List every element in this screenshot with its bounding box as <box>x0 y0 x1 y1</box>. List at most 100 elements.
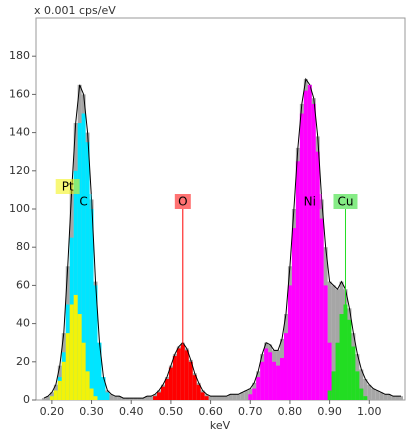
total-bin <box>141 398 146 400</box>
element-bin <box>256 377 261 400</box>
element-bin <box>295 161 300 400</box>
element-bin <box>188 361 193 400</box>
y-tick-label: 40 <box>16 317 30 330</box>
element-bin <box>73 294 78 400</box>
total-bin <box>399 396 404 400</box>
element-bin <box>85 142 90 400</box>
element-bin <box>93 285 98 400</box>
y-tick-label: 120 <box>9 164 30 177</box>
element-bin <box>299 113 304 400</box>
total-bin <box>41 398 46 400</box>
element-bin <box>89 209 94 400</box>
total-bin <box>236 394 241 400</box>
total-bin <box>113 396 118 400</box>
element-bin <box>248 394 253 400</box>
total-bin <box>129 398 134 400</box>
total-bin <box>220 396 225 400</box>
total-bin <box>387 394 392 400</box>
total-bin <box>149 396 154 400</box>
y-tick-label: 140 <box>9 126 30 139</box>
total-bin <box>212 396 217 400</box>
element-bin <box>327 390 332 400</box>
element-bin <box>180 344 185 400</box>
x-tick-label: 0.90 <box>317 405 342 418</box>
element-bin <box>276 365 281 400</box>
element-tag-bg <box>174 194 191 209</box>
element-bin <box>331 371 336 400</box>
element-bin <box>264 348 269 400</box>
element-bin <box>105 392 110 400</box>
element-bin <box>65 333 70 400</box>
element-bin <box>184 350 189 400</box>
x-tick-label: 0.50 <box>159 405 184 418</box>
element-bin <box>57 380 62 400</box>
element-bin <box>200 392 205 400</box>
element-bin <box>164 378 169 400</box>
element-bin <box>69 304 74 400</box>
element-bin <box>363 396 368 400</box>
element-bin <box>323 285 328 400</box>
element-bin <box>196 384 201 400</box>
element-bin <box>307 84 312 400</box>
total-bin <box>133 398 138 400</box>
element-bin <box>260 361 265 400</box>
element-bin <box>272 361 277 400</box>
element-bin <box>89 388 94 400</box>
element-bin <box>77 123 82 401</box>
x-tick-label: 0.20 <box>40 405 65 418</box>
total-bin <box>244 390 249 400</box>
total-bin <box>228 394 233 400</box>
total-bin <box>240 392 245 400</box>
element-bin <box>93 396 98 400</box>
element-bin <box>283 333 288 400</box>
element-bin <box>61 361 66 400</box>
y-tick-label: 20 <box>16 355 30 368</box>
total-bin <box>208 396 213 400</box>
total-bin <box>137 398 142 400</box>
element-tag: C <box>79 195 87 209</box>
element-bin <box>157 392 161 400</box>
element-bin <box>335 342 340 400</box>
y-tick-label: 160 <box>9 87 30 100</box>
element-bin <box>81 113 86 400</box>
total-bin <box>363 378 368 400</box>
element-bin <box>339 314 344 400</box>
element-bin <box>204 396 209 400</box>
total-bin <box>224 396 229 400</box>
element-tag-bg <box>75 194 92 209</box>
y-tick-label: 100 <box>9 202 30 215</box>
total-bin <box>371 388 376 400</box>
element-tag: Ni <box>304 195 316 209</box>
element-bin <box>315 151 320 400</box>
y-tick-label: 180 <box>9 49 30 62</box>
element-bin <box>291 228 296 400</box>
total-bin <box>367 384 372 400</box>
element-bin <box>319 218 324 400</box>
element-bin <box>73 170 78 400</box>
x-axis-label: keV <box>210 419 231 432</box>
total-bin <box>379 392 384 400</box>
total-bin <box>391 396 396 400</box>
total-bin <box>383 394 388 400</box>
element-bin <box>176 348 181 400</box>
element-bin <box>49 396 54 400</box>
element-bin <box>252 388 257 400</box>
element-bin <box>81 342 86 400</box>
element-tag: Cu <box>337 195 353 209</box>
element-bin <box>287 285 292 400</box>
element-bin <box>351 346 356 400</box>
total-bin <box>125 398 130 400</box>
element-bin <box>153 396 158 400</box>
element-bin <box>53 390 58 400</box>
element-bin <box>347 319 352 400</box>
element-tag-bg <box>55 179 80 194</box>
element-bin <box>85 371 90 400</box>
y-tick-label: 60 <box>16 278 30 291</box>
total-bin <box>327 281 332 400</box>
total-bin <box>395 396 400 400</box>
y-tick-label: 0 <box>23 393 30 406</box>
total-bin <box>232 394 237 400</box>
x-tick-label: 1.00 <box>357 405 382 418</box>
total-bin <box>331 285 336 400</box>
element-tag-bg <box>333 194 358 209</box>
